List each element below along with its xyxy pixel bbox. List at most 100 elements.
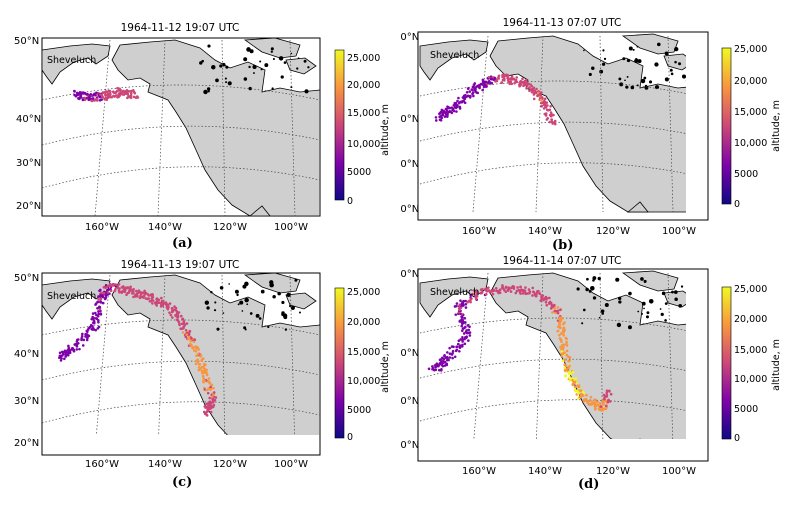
colorbar-label: altitude, m xyxy=(771,339,782,391)
plume-particle xyxy=(175,309,178,313)
plume-particle xyxy=(198,367,202,371)
island xyxy=(641,312,643,315)
plume-particle xyxy=(510,75,514,78)
plume-particle xyxy=(97,310,100,313)
plume-particle xyxy=(557,333,561,337)
island xyxy=(280,75,284,79)
plume-particle xyxy=(194,362,198,366)
plume-particle xyxy=(81,98,85,102)
plume-particle xyxy=(169,313,173,317)
graticule-line xyxy=(419,80,686,97)
plume-particle xyxy=(487,286,490,289)
island xyxy=(645,315,649,319)
plume-particle xyxy=(110,95,114,99)
plume-particle xyxy=(184,335,188,339)
plume-particle xyxy=(445,355,449,359)
plume-particle xyxy=(167,306,170,309)
lon-label-160: 160°W xyxy=(85,459,119,470)
colorbar xyxy=(334,49,345,201)
plume-particle xyxy=(96,300,99,304)
plume-particle xyxy=(551,311,554,314)
colorbar-tick: 5000 xyxy=(347,405,371,416)
plume-particle xyxy=(602,402,605,406)
plume-particle xyxy=(467,331,471,335)
plume-particle xyxy=(595,404,598,407)
island xyxy=(281,313,285,316)
land-polygon xyxy=(42,278,111,320)
plume-particle xyxy=(579,395,583,398)
plume-particle xyxy=(92,319,96,322)
island xyxy=(657,42,661,47)
plume-particle xyxy=(92,321,96,325)
plume-particle xyxy=(143,292,147,296)
plume-particle xyxy=(468,90,472,93)
colorbar-tick: 10,000 xyxy=(734,138,767,149)
island xyxy=(616,322,622,328)
plume-particle xyxy=(504,290,508,294)
plume-particle xyxy=(147,294,151,297)
plume-particle xyxy=(452,109,456,113)
plume-particle xyxy=(462,332,466,335)
plume-particle xyxy=(464,302,468,306)
plume-particle xyxy=(101,301,105,305)
plume-particle xyxy=(73,89,76,93)
plume-particle xyxy=(100,98,103,101)
plume-particle xyxy=(556,306,560,309)
panel-title: 1964-11-13 07:07 UTC xyxy=(503,17,622,29)
island xyxy=(664,77,669,82)
panel-caption: (b) xyxy=(552,238,574,253)
plume-particle xyxy=(564,336,568,340)
plume-particle xyxy=(500,81,503,84)
island xyxy=(600,309,605,313)
plume-particle xyxy=(109,289,113,293)
island xyxy=(592,276,597,280)
plume-particle xyxy=(204,363,207,367)
panel-title: 1964-11-12 19:07 UTC xyxy=(121,22,240,34)
graticule-line xyxy=(536,272,544,439)
island xyxy=(619,82,624,87)
plume-particle xyxy=(98,307,102,311)
island xyxy=(270,47,274,51)
island xyxy=(637,310,640,313)
island xyxy=(228,283,230,285)
island xyxy=(618,77,622,81)
plume-particle xyxy=(58,351,62,355)
plume-particle xyxy=(108,284,112,288)
plume-particle xyxy=(431,365,434,368)
plume-particle xyxy=(558,323,561,326)
plume-particle xyxy=(177,320,181,324)
plume-particle xyxy=(97,312,101,315)
island xyxy=(242,284,247,289)
graticule-line xyxy=(221,39,226,216)
plume-particle xyxy=(502,79,506,82)
plume-particle xyxy=(519,285,522,289)
plume-particle xyxy=(196,358,199,362)
graticule-line xyxy=(419,317,686,334)
plume-particle xyxy=(77,338,80,341)
plume-particle xyxy=(457,339,461,343)
plume-particle xyxy=(605,389,609,393)
plume-particle xyxy=(461,338,464,341)
plume-particle xyxy=(553,122,557,126)
plume-particle xyxy=(562,346,565,349)
plume-particle xyxy=(122,90,125,93)
plume-particle xyxy=(509,80,513,83)
island xyxy=(582,308,586,312)
island xyxy=(206,87,211,91)
plume-particle xyxy=(539,98,543,102)
graticule-line xyxy=(667,272,674,439)
lat-label-50: 50°N xyxy=(14,36,39,47)
plume-particle xyxy=(189,339,193,343)
plume-particle xyxy=(574,389,577,393)
plume-particle xyxy=(470,88,474,91)
plume-particle xyxy=(451,352,454,355)
landmass xyxy=(42,38,320,216)
plume-particle xyxy=(171,310,174,313)
plume-particle xyxy=(446,105,449,108)
plume-particle xyxy=(473,88,477,92)
plume-particle xyxy=(559,332,563,335)
plume-particle xyxy=(605,391,609,395)
colorbar-tick: 0 xyxy=(734,199,740,210)
plume-particle xyxy=(487,80,491,83)
plume-particle xyxy=(455,304,458,308)
